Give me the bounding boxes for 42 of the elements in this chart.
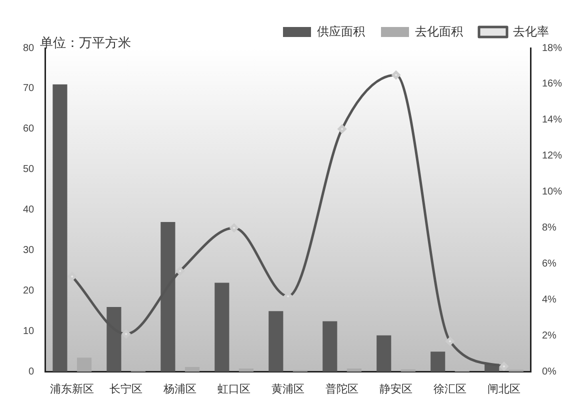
y2-tick-label: 8% (542, 222, 557, 234)
y2-tick-label: 16% (542, 78, 562, 90)
y-tick-label: 20 (23, 286, 35, 297)
y2-tick-label: 10% (542, 186, 562, 198)
bar (238, 368, 254, 372)
y2-tick-label: 0% (542, 366, 557, 378)
bar (214, 282, 230, 372)
x-tick-label: 虹口区 (218, 383, 251, 396)
y-tick-label: 80 (23, 42, 35, 54)
y-tick-label: 50 (23, 164, 35, 176)
y2-tick-label: 4% (542, 294, 557, 306)
y2-tick-label: 2% (542, 330, 557, 342)
y-tick-label: 10 (23, 326, 35, 338)
y2-tick-label: 18% (542, 42, 562, 54)
y-tick-label: 60 (23, 124, 35, 135)
x-tick-label: 闸北区 (487, 382, 520, 396)
x-tick-label: 长宁区 (110, 382, 143, 396)
bar (346, 368, 362, 372)
x-tick-label: 普陀区 (326, 382, 359, 396)
legend-label: 供应面积 (317, 24, 365, 38)
bar (322, 321, 338, 372)
x-tick-label: 黄浦区 (272, 382, 305, 396)
legend-label: 去化面积 (415, 24, 463, 38)
y2-tick-label: 12% (542, 150, 562, 162)
y-tick-label: 0 (28, 366, 35, 378)
y2-tick-label: 6% (542, 258, 557, 270)
x-tick-label: 徐汇区 (434, 383, 467, 396)
y-tick-label: 30 (23, 245, 35, 256)
bar (268, 311, 284, 372)
bar (52, 84, 68, 372)
y2-tick-label: 14% (542, 114, 562, 126)
bar (76, 358, 92, 372)
y-tick-label: 70 (23, 83, 35, 94)
bar (430, 352, 446, 372)
legend-label: 去化率 (513, 24, 549, 38)
y-tick-label: 40 (23, 204, 35, 216)
x-tick-label: 杨浦区 (162, 383, 197, 396)
y-axis-title: 单位：万平方米 (40, 35, 131, 52)
x-tick-label: 静安区 (380, 382, 413, 396)
bar (184, 366, 200, 372)
bar (376, 335, 392, 372)
x-tick-label: 浦东新区 (50, 382, 94, 396)
